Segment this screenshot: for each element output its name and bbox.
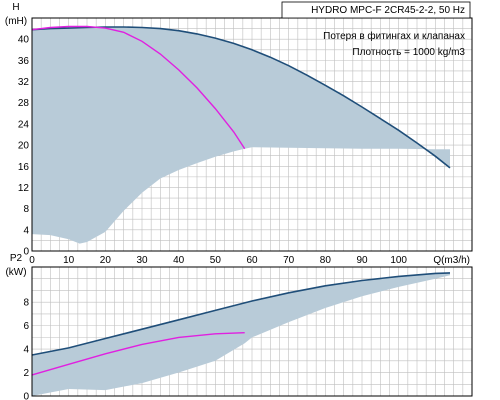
y-tick-label: 6	[23, 321, 29, 332]
y-axis-title: (kW)	[5, 267, 26, 278]
x-tick-label: 100	[390, 255, 407, 266]
x-tick-label: 50	[210, 255, 222, 266]
series-line-1	[31, 26, 451, 169]
x-tick-label: 30	[136, 255, 148, 266]
operating-region	[32, 27, 450, 244]
x-tick-label: 20	[100, 255, 112, 266]
y-tick-label: 12	[18, 183, 30, 194]
y-tick-label: 16	[18, 162, 30, 173]
y-tick-label: 4	[23, 345, 29, 356]
y-tick-label: 2	[23, 368, 29, 379]
y-tick-label: 0	[23, 392, 29, 400]
y-axis-title: P2	[10, 253, 23, 264]
y-tick-label: 24	[18, 119, 30, 130]
series-line-2	[31, 25, 246, 150]
annotation-text: Плотность = 1000 kg/m3	[352, 47, 465, 58]
operating-region	[32, 272, 450, 396]
x-tick-label: 70	[283, 255, 295, 266]
x-tick-label: 90	[356, 255, 368, 266]
x-tick-label: 10	[63, 255, 75, 266]
plot-frame	[31, 17, 473, 252]
y-tick-label: 0	[23, 247, 29, 258]
power-chart-panel: 0 2 4 6 8 P2 (kW)	[5, 253, 473, 400]
series-line-1	[31, 272, 451, 356]
y-tick-label: 36	[18, 56, 30, 67]
y-tick-label: 8	[23, 298, 29, 309]
y-tick-label: 40	[18, 35, 30, 46]
y-tick-label: 20	[18, 141, 30, 152]
y-axis-title: (mH)	[5, 16, 27, 27]
model-title: HYDRO MPC-F 2CR45-2-2, 50 Hz	[311, 5, 465, 16]
x-tick-label: 40	[173, 255, 185, 266]
model-box	[281, 1, 471, 19]
x-tick-label: 0	[29, 255, 35, 266]
x-tick-label: 80	[320, 255, 332, 266]
y-tick-label: 32	[18, 77, 30, 88]
y-axis-title: H	[12, 2, 19, 13]
plot-frame	[31, 266, 473, 397]
y-tick-label: 8	[23, 204, 29, 215]
head-chart-panel: 0 4 8 12 16 20 24 28 32 36 40 0 10 20 30 40 50 60 70 80 90 10…	[5, 1, 473, 266]
x-axis-title: Q(m3/h)	[433, 255, 470, 266]
series-line-2	[31, 332, 245, 376]
y-tick-label: 4	[23, 225, 29, 236]
x-tick-label: 60	[246, 255, 258, 266]
annotation-text: Потеря в фитингах и клапанах	[323, 30, 465, 42]
y-tick-label: 28	[18, 98, 30, 109]
